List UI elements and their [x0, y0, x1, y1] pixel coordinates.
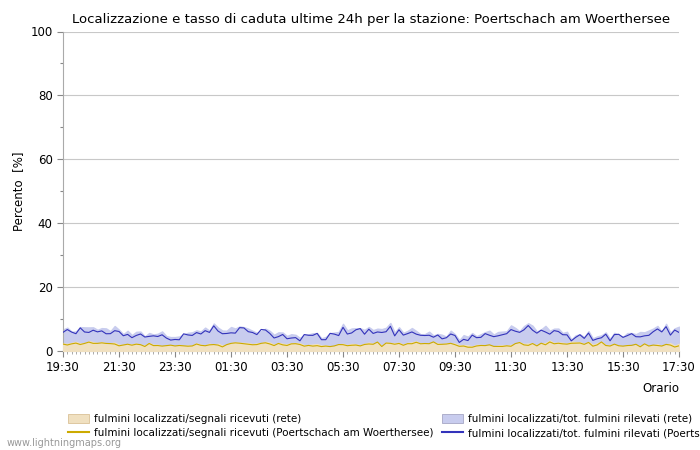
Text: Orario: Orario — [642, 382, 679, 395]
Legend: fulmini localizzati/segnali ricevuti (rete), fulmini localizzati/segnali ricevut: fulmini localizzati/segnali ricevuti (re… — [68, 414, 700, 438]
Text: www.lightningmaps.org: www.lightningmaps.org — [7, 438, 122, 448]
Title: Localizzazione e tasso di caduta ultime 24h per la stazione: Poertschach am Woer: Localizzazione e tasso di caduta ultime … — [72, 13, 670, 26]
Y-axis label: Percento  [%]: Percento [%] — [12, 152, 24, 231]
